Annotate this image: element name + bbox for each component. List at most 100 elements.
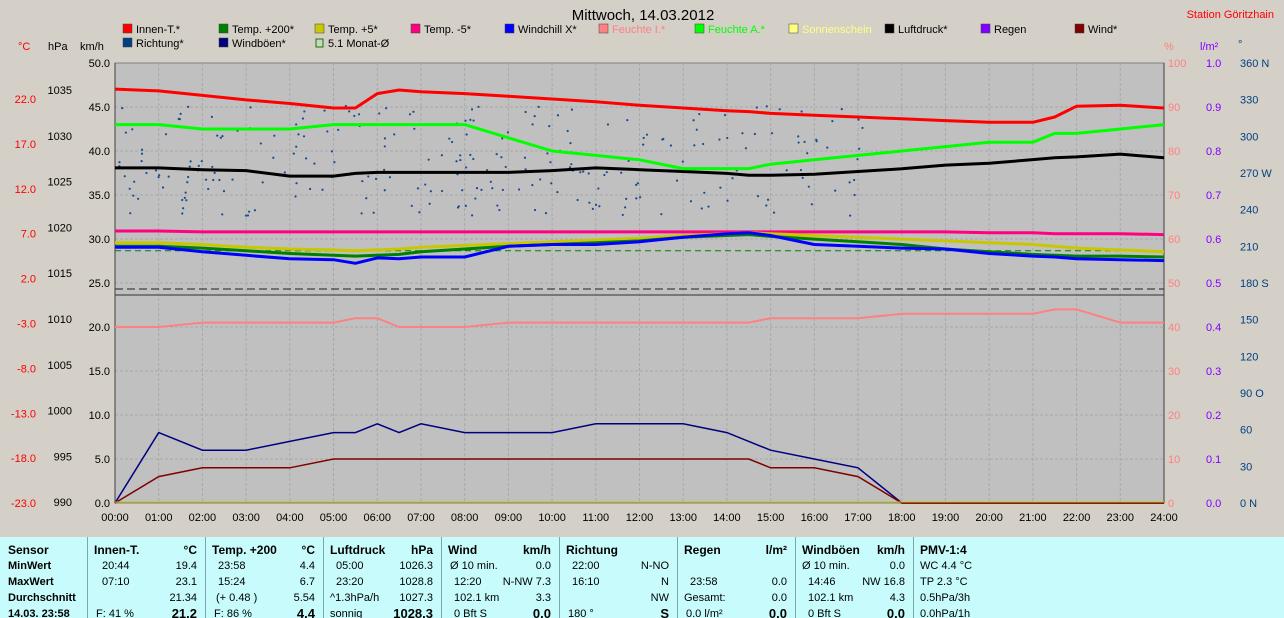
boeen-avg-value: 4.3 — [889, 592, 905, 604]
legend-label: Richtung* — [136, 38, 184, 50]
direction-point — [185, 199, 188, 202]
boeen-column: Windböen km/h Ø 10 min. 0.0 14:46 NW 16.… — [796, 537, 914, 618]
direction-point — [308, 187, 312, 191]
direction-point — [326, 130, 329, 133]
regen-current-value: 0.0 — [768, 606, 787, 618]
direction-point — [161, 186, 165, 189]
direction-point — [440, 189, 444, 193]
axis-tick-rain: 0.4 — [1206, 322, 1221, 334]
sensor-header: Sensor — [8, 543, 49, 557]
pmv-trend-3h: 0.5hPa/3h — [920, 592, 971, 604]
direction-point — [533, 115, 536, 118]
axis-tick-kmh: 15.0 — [89, 366, 110, 378]
direction-point — [807, 185, 810, 188]
direction-point — [587, 172, 590, 175]
pmv-trend-1h: 0.0hPa/1h — [920, 608, 971, 618]
direction-point — [810, 203, 813, 206]
chart-title: Mittwoch, 14.03.2012 — [572, 7, 715, 24]
direction-point — [459, 154, 462, 157]
direction-point — [756, 195, 760, 198]
direction-point — [626, 119, 629, 122]
direction-point — [231, 178, 234, 181]
direction-point — [186, 181, 189, 184]
direction-point — [718, 138, 721, 141]
direction-point — [301, 117, 305, 120]
direction-point — [177, 117, 180, 120]
series-line — [114, 87, 1165, 124]
richtung-header: Richtung — [566, 543, 618, 557]
direction-point — [849, 214, 852, 217]
legend-swatch — [694, 23, 705, 34]
axis-tick-hpa: 1000 — [48, 406, 72, 418]
temp200-unit: °C — [301, 543, 315, 557]
direction-point — [726, 136, 729, 140]
wind-column: Wind km/h Ø 10 min. 0.0 12:20 N-NW 7.3 1… — [442, 537, 560, 618]
direction-point — [621, 213, 624, 217]
axis-tick-hpa: 995 — [54, 451, 72, 463]
direction-point — [182, 207, 185, 210]
direction-point — [410, 204, 413, 207]
axis-tick-celsius: -3.0 — [17, 319, 36, 331]
direction-point — [858, 147, 861, 150]
axis-tick-kmh: 35.0 — [89, 190, 110, 202]
axis-tick-rain: 0.8 — [1206, 146, 1221, 158]
direction-point — [597, 187, 600, 190]
direction-point — [455, 160, 458, 163]
axis-tick-rain: 0.3 — [1206, 366, 1221, 378]
luftdruck-max-value: 1028.8 — [399, 576, 433, 588]
direction-point — [861, 126, 864, 130]
axis-tick-kmh: 0.0 — [95, 498, 110, 510]
direction-point — [383, 168, 386, 171]
richtung-min-time: 22:00 — [572, 560, 600, 572]
legend-label: 5.1 Monat-Ø — [328, 38, 390, 50]
series-line-wind — [114, 458, 1164, 504]
sensor-column: Sensor MinWert MaxWert Durchschnitt 14.0… — [0, 537, 88, 618]
legend-swatch — [980, 23, 991, 34]
direction-point — [695, 128, 698, 131]
axis-tick-hpa: 1025 — [48, 177, 72, 189]
x-tick-label: 03:00 — [232, 512, 260, 524]
direction-point — [591, 207, 594, 210]
direction-point — [723, 114, 727, 117]
station-name: Station Göritzhain — [1187, 9, 1274, 21]
direction-point — [853, 178, 856, 182]
luftdruck-forecast: sonnig — [330, 608, 363, 618]
direction-point — [412, 110, 415, 113]
innen-header: Innen-T. — [94, 543, 140, 557]
pmv-column: PMV-1:4 WC 4.4 °C TP 2.3 °C 0.5hPa/3h 0.… — [914, 537, 1024, 618]
luftdruck-min-value: 1026.3 — [399, 560, 433, 572]
direction-point — [292, 152, 295, 155]
direction-point — [766, 198, 770, 201]
direction-point — [303, 110, 306, 113]
axis-tick-direction: 210 — [1240, 241, 1258, 253]
axis-tick-hpa: 1010 — [48, 314, 72, 326]
direction-point — [189, 160, 192, 163]
direction-point — [594, 203, 598, 206]
axis-tick-celsius: 2.0 — [21, 274, 36, 286]
direction-point — [719, 186, 722, 189]
direction-point — [840, 107, 843, 111]
direction-point — [321, 188, 324, 191]
direction-point — [546, 152, 549, 155]
direction-point — [378, 112, 381, 115]
direction-point — [474, 197, 477, 200]
direction-point — [797, 141, 800, 144]
x-tick-label: 06:00 — [363, 512, 391, 524]
direction-point — [457, 205, 460, 208]
direction-point — [297, 133, 300, 136]
direction-point — [294, 195, 297, 198]
boeen-current-value: 0.0 — [886, 606, 905, 618]
axis-tick-direction: 120 — [1240, 351, 1258, 363]
legend-label: Temp. -5* — [424, 24, 472, 36]
direction-point — [689, 200, 693, 203]
axis-tick-kmh: 10.0 — [89, 410, 110, 422]
direction-point — [313, 162, 316, 165]
luftdruck-trend: ^1.3hPa/h — [330, 592, 380, 604]
direction-point — [765, 105, 768, 108]
pmv-header: PMV-1:4 — [920, 543, 967, 557]
direction-point — [524, 110, 527, 114]
direction-point — [374, 177, 378, 180]
wind-bft: 0 Bft S — [454, 608, 488, 618]
axis-tick-direction: 0 N — [1240, 498, 1257, 510]
direction-point — [181, 198, 184, 202]
